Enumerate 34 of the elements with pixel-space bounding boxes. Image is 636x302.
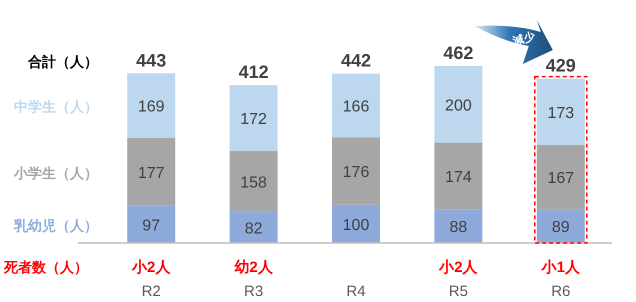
data-label: 97: [142, 217, 160, 234]
data-label: 166: [342, 98, 370, 116]
text: 死者数（人）: [3, 259, 88, 275]
data-label: 89: [552, 218, 570, 236]
x-tick-label: R3: [244, 283, 264, 300]
data-label: 169: [138, 98, 165, 116]
annotation: 合計（人）: [27, 53, 98, 70]
data-label: 100: [342, 216, 370, 234]
series-name: 小学生（人）: [14, 164, 98, 181]
series-name: 乳幼児（人）: [14, 217, 98, 234]
series-name: 中学生（人）: [14, 98, 98, 115]
data-label: 82: [244, 220, 263, 238]
data-label: 88: [450, 219, 468, 236]
data-label: 167: [547, 170, 574, 187]
text: 幼2人: [234, 259, 274, 276]
x-tick-label: R4: [346, 283, 366, 300]
data-label: 177: [138, 164, 165, 182]
data-label: 176: [342, 164, 370, 181]
x-tick-label: R2: [142, 283, 161, 300]
text: 小2人: [131, 259, 172, 276]
total-label: 443: [136, 50, 166, 70]
total-label: 442: [340, 50, 372, 71]
data-label: 174: [445, 168, 472, 186]
data-label: 173: [547, 104, 574, 122]
x-tick-label: R5: [448, 283, 468, 300]
text: 小2人: [438, 259, 479, 276]
x-tick-label: R6: [551, 283, 570, 300]
data-label: 200: [445, 97, 472, 114]
text: 小1人: [540, 259, 581, 276]
data-label: 158: [240, 174, 268, 192]
total-label: 429: [546, 56, 576, 76]
total-label: 462: [443, 43, 474, 63]
total-label: 412: [238, 62, 269, 82]
data-label: 172: [240, 111, 268, 128]
